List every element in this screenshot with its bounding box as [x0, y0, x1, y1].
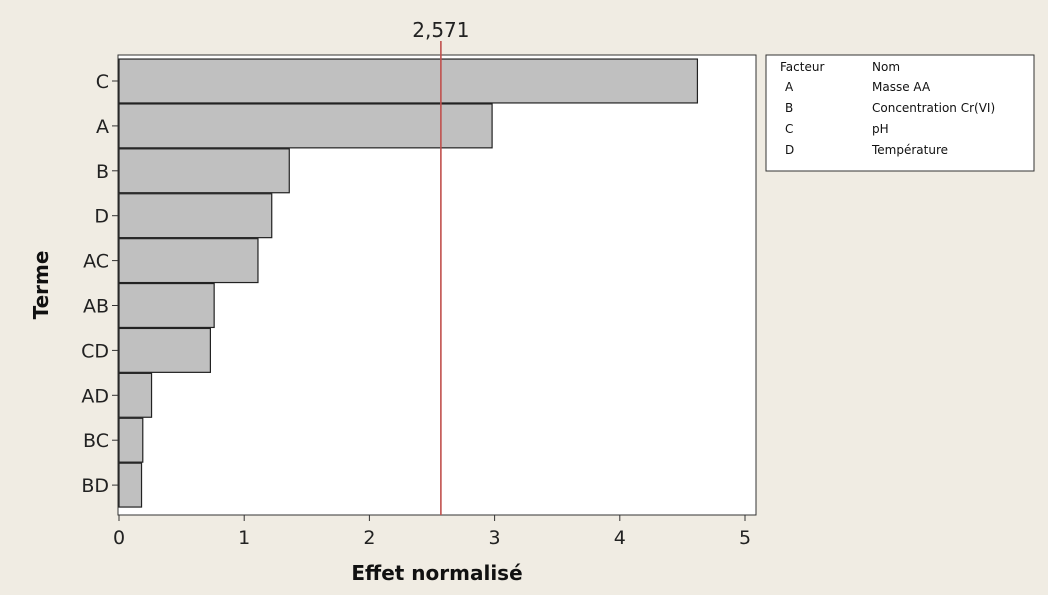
- legend: Facteur Nom A Masse AA B Concentration C…: [765, 54, 1035, 172]
- bar: [118, 58, 699, 104]
- x-tick-label: 2: [363, 527, 375, 549]
- y-tick-label: C: [96, 71, 109, 93]
- y-axis-title: Terme: [29, 251, 53, 320]
- y-tick-label: BD: [81, 475, 109, 497]
- bar: [118, 282, 215, 329]
- reference-layer: 2,571: [412, 18, 470, 515]
- bar: [118, 462, 143, 508]
- bar: [118, 327, 211, 373]
- legend-row-name: Masse AA: [872, 80, 931, 94]
- x-tick-label: 5: [739, 527, 751, 549]
- bar: [118, 238, 259, 284]
- legend-row-factor: A: [785, 80, 794, 94]
- legend-row-name: Température: [871, 143, 948, 157]
- legend-header-factor: Facteur: [780, 60, 824, 74]
- bars-layer: [118, 58, 699, 508]
- x-tick-label: 3: [489, 527, 501, 549]
- bar: [118, 148, 290, 194]
- x-axis: 0 1 2 3 4 5: [113, 515, 751, 549]
- x-tick-label: 1: [238, 527, 250, 549]
- y-tick-label: AB: [83, 296, 109, 318]
- y-tick-label: A: [96, 116, 109, 138]
- legend-row-name: pH: [872, 122, 889, 136]
- bar: [118, 372, 153, 418]
- legend-row-name: Concentration Cr(VI): [872, 101, 995, 115]
- y-tick-label: B: [96, 161, 109, 183]
- y-tick-label: BC: [83, 430, 109, 452]
- legend-row-factor: B: [785, 101, 793, 115]
- y-tick-label: AD: [81, 385, 109, 407]
- legend-header-name: Nom: [872, 60, 900, 74]
- legend-row-factor: C: [785, 122, 793, 136]
- x-tick-label: 4: [614, 527, 626, 549]
- x-axis-title: Effet normalisé: [351, 561, 522, 585]
- bar: [118, 193, 273, 239]
- y-tick-label: D: [94, 206, 109, 228]
- bar: [118, 417, 144, 463]
- y-tick-label: CD: [81, 340, 109, 362]
- legend-box: [765, 54, 1035, 172]
- legend-row-factor: D: [785, 143, 794, 157]
- x-tick-label: 0: [113, 527, 125, 549]
- bar: [118, 103, 493, 149]
- reference-line-label: 2,571: [412, 18, 469, 42]
- y-tick-label: AC: [83, 251, 109, 273]
